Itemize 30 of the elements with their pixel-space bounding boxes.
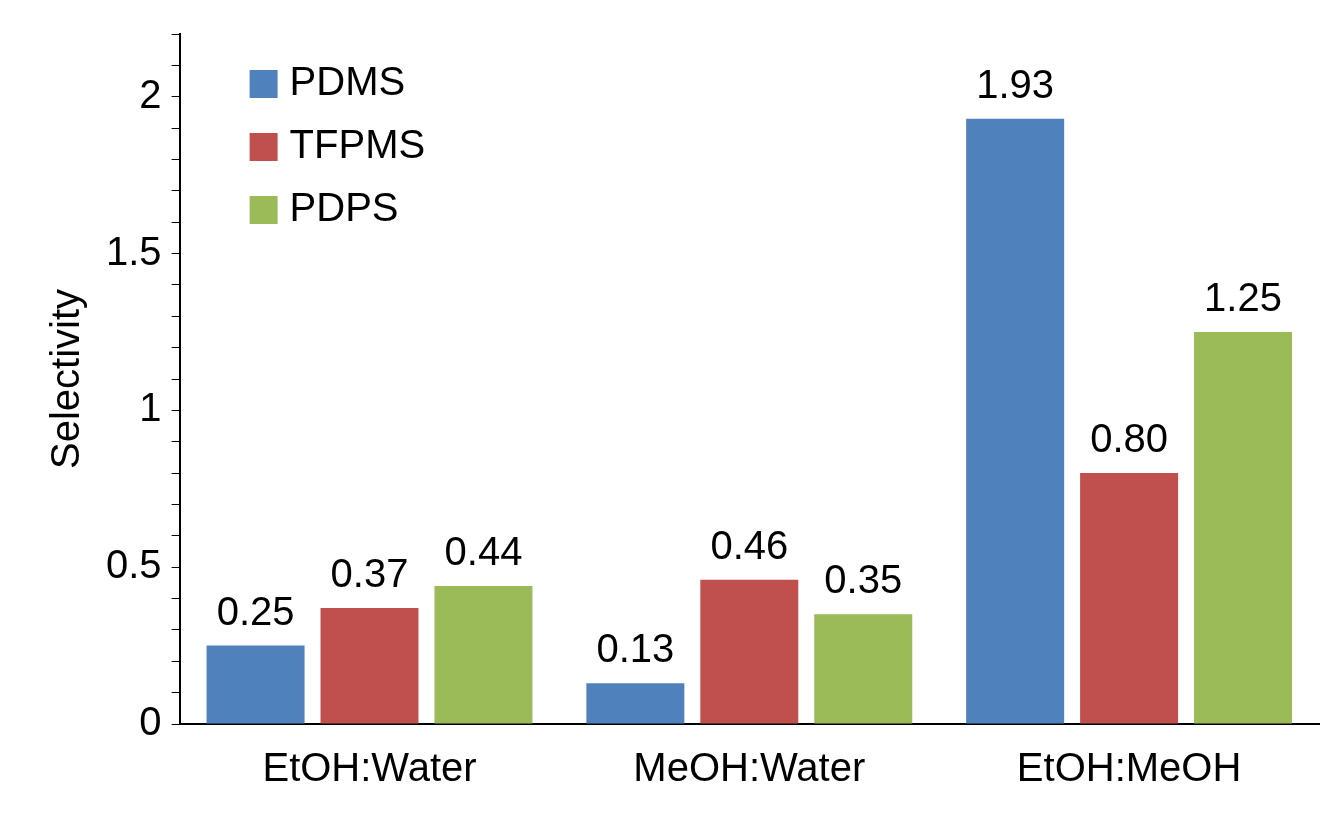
data-label: 0.44 bbox=[444, 529, 523, 574]
bar bbox=[966, 118, 1065, 724]
x-tick-label: EtOH:Water bbox=[262, 745, 477, 790]
data-label: 1.25 bbox=[1204, 274, 1282, 319]
bar bbox=[586, 683, 685, 724]
bar bbox=[320, 607, 419, 724]
y-tick-label: 0.5 bbox=[106, 542, 162, 587]
data-label: 0.35 bbox=[824, 557, 903, 602]
bar bbox=[434, 586, 533, 724]
bar bbox=[1080, 473, 1179, 724]
data-label: 0.80 bbox=[1090, 416, 1169, 461]
data-label: 0.13 bbox=[596, 626, 675, 671]
bar bbox=[1194, 331, 1293, 724]
data-label: 0.46 bbox=[710, 522, 789, 567]
x-tick-label: EtOH:MeOH bbox=[1016, 745, 1242, 790]
y-tick-label: 2 bbox=[139, 71, 162, 116]
data-label: 0.37 bbox=[330, 550, 409, 595]
y-tick-label: 1.5 bbox=[106, 228, 162, 273]
legend-label: TFPMS bbox=[289, 122, 426, 167]
y-tick-label: 1 bbox=[139, 385, 162, 430]
data-label: 1.93 bbox=[976, 61, 1055, 106]
data-label: 0.25 bbox=[216, 588, 295, 633]
bar bbox=[814, 614, 913, 724]
y-tick-label: 0 bbox=[139, 699, 162, 744]
bar bbox=[700, 579, 799, 724]
y-axis-title: Selectivity bbox=[43, 288, 88, 470]
legend-label: PDMS bbox=[289, 59, 406, 104]
x-tick-label: MeOH:Water bbox=[633, 745, 866, 790]
bar bbox=[206, 645, 305, 724]
legend-label: PDPS bbox=[289, 185, 399, 230]
